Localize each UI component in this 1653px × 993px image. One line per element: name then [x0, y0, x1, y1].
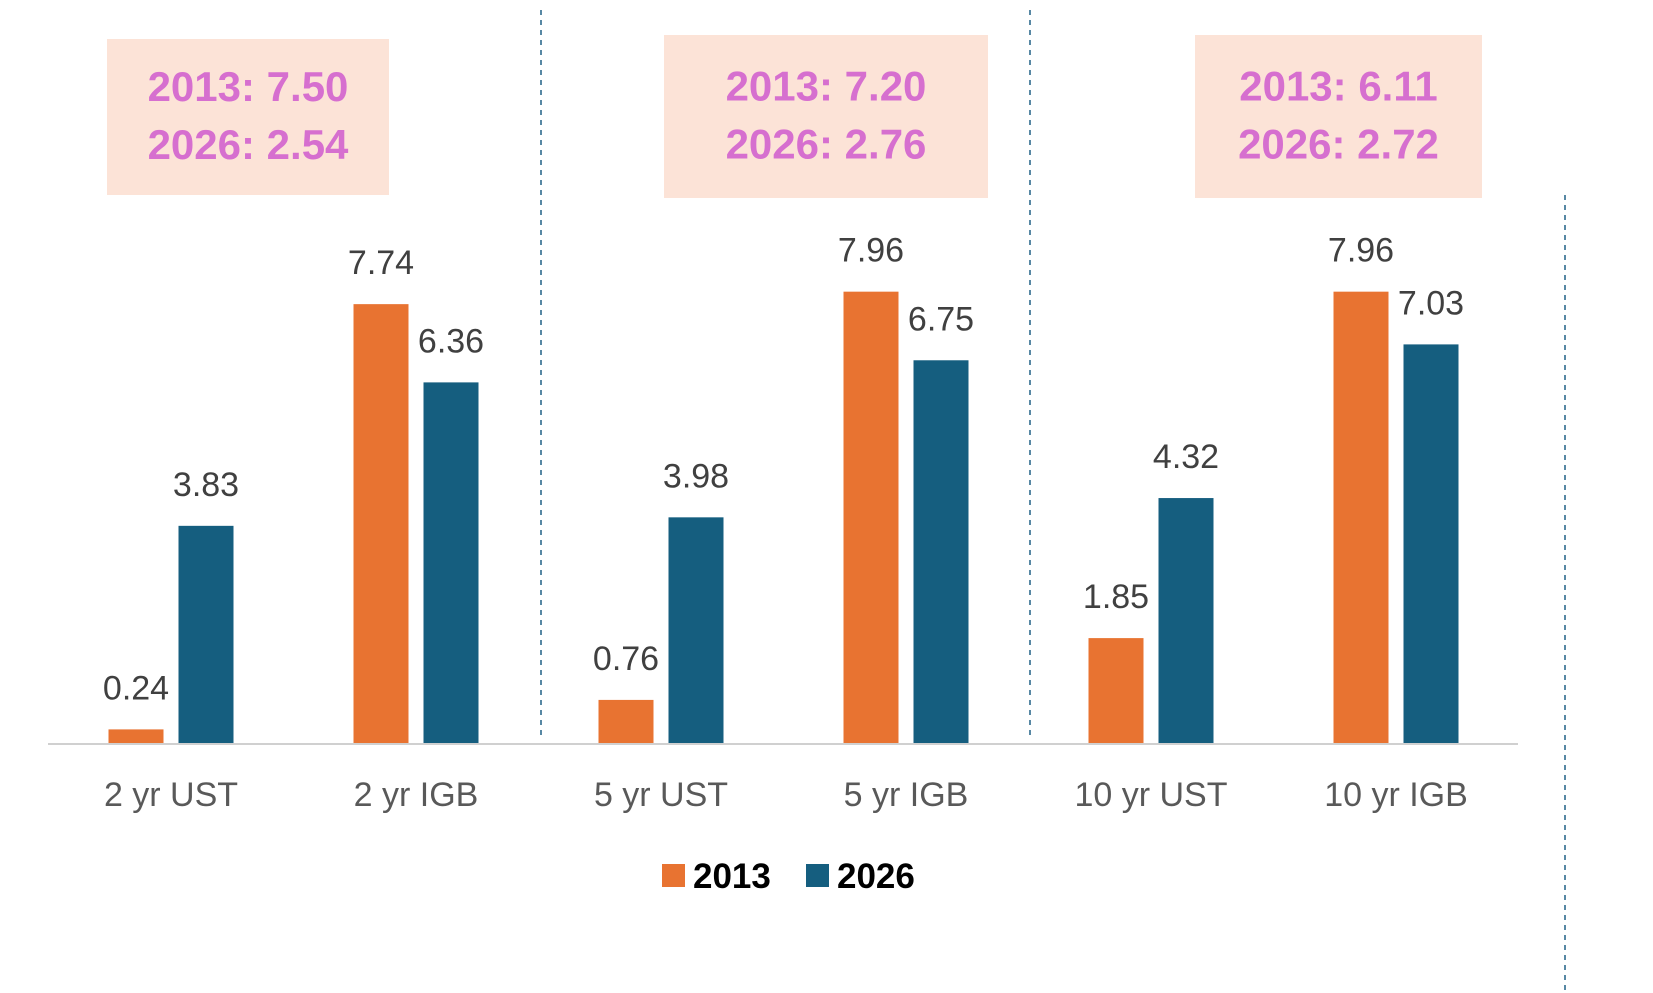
data-label-2013: 7.96	[838, 232, 904, 270]
group-dividers	[540, 10, 1566, 990]
callout-line-2013: 2013: 7.50	[148, 63, 349, 110]
callout-box-2	[664, 35, 988, 198]
category-labels: 2 yr UST 2 yr IGB 5 yr UST 5 yr IGB 10 yr US…	[104, 776, 1468, 814]
callouts: 2013: 7.50 2026: 2.54 2013: 7.20 2026: 2.76…	[107, 35, 1482, 198]
data-label-2026: 6.75	[908, 300, 974, 338]
legend: 2013 2026	[662, 857, 915, 896]
callout-line-2026: 2026: 2.54	[148, 121, 349, 168]
x-tick-label: 5 yr IGB	[844, 776, 969, 814]
legend-swatch-2013	[662, 864, 685, 887]
callout-box-3	[1195, 35, 1482, 198]
bar-2013-2-yr-ust	[108, 729, 164, 743]
x-tick-label: 10 yr UST	[1074, 776, 1227, 814]
bar-2013-2-yr-igb	[353, 304, 409, 743]
data-label-2026: 3.98	[663, 457, 729, 495]
callout-line-2026: 2026: 2.76	[726, 121, 927, 168]
data-label-2026: 7.03	[1398, 284, 1464, 322]
callout-line-2013: 2013: 6.11	[1239, 63, 1438, 110]
x-tick-label: 5 yr UST	[594, 776, 728, 814]
bar-2026-5-yr-ust	[668, 517, 724, 743]
callout-line-2026: 2026: 2.72	[1238, 121, 1439, 168]
bar-2013-10-yr-igb	[1333, 291, 1389, 743]
data-label-2013: 1.85	[1083, 578, 1149, 616]
data-label-2013: 7.96	[1328, 232, 1394, 270]
legend-swatch-2026	[806, 864, 829, 887]
bar-2026-10-yr-ust	[1158, 498, 1214, 743]
data-label-2026: 6.36	[418, 322, 484, 360]
callout-line-2013: 2013: 7.20	[726, 63, 927, 110]
x-tick-label: 2 yr IGB	[354, 776, 479, 814]
bar-2026-2-yr-igb	[423, 382, 479, 743]
callout-box-1	[107, 39, 389, 195]
legend-label-2026: 2026	[837, 857, 915, 896]
bar-2013-5-yr-igb	[843, 291, 899, 743]
x-tick-label: 10 yr IGB	[1324, 776, 1468, 814]
data-labels: 0.243.837.746.360.763.987.966.751.854.32…	[103, 232, 1464, 708]
data-label-2013: 0.24	[103, 669, 169, 707]
x-tick-label: 2 yr UST	[104, 776, 238, 814]
bar-2026-10-yr-igb	[1403, 344, 1459, 743]
bars	[108, 291, 1459, 743]
bar-2026-5-yr-igb	[913, 360, 969, 743]
bar-2013-5-yr-ust	[598, 699, 654, 743]
bar-2026-2-yr-ust	[178, 525, 234, 743]
legend-label-2013: 2013	[693, 857, 771, 896]
data-label-2026: 4.32	[1153, 438, 1219, 476]
data-label-2026: 3.83	[173, 466, 239, 504]
bar-2013-10-yr-ust	[1088, 638, 1144, 743]
data-label-2013: 0.76	[593, 640, 659, 678]
data-label-2013: 7.74	[348, 244, 414, 282]
